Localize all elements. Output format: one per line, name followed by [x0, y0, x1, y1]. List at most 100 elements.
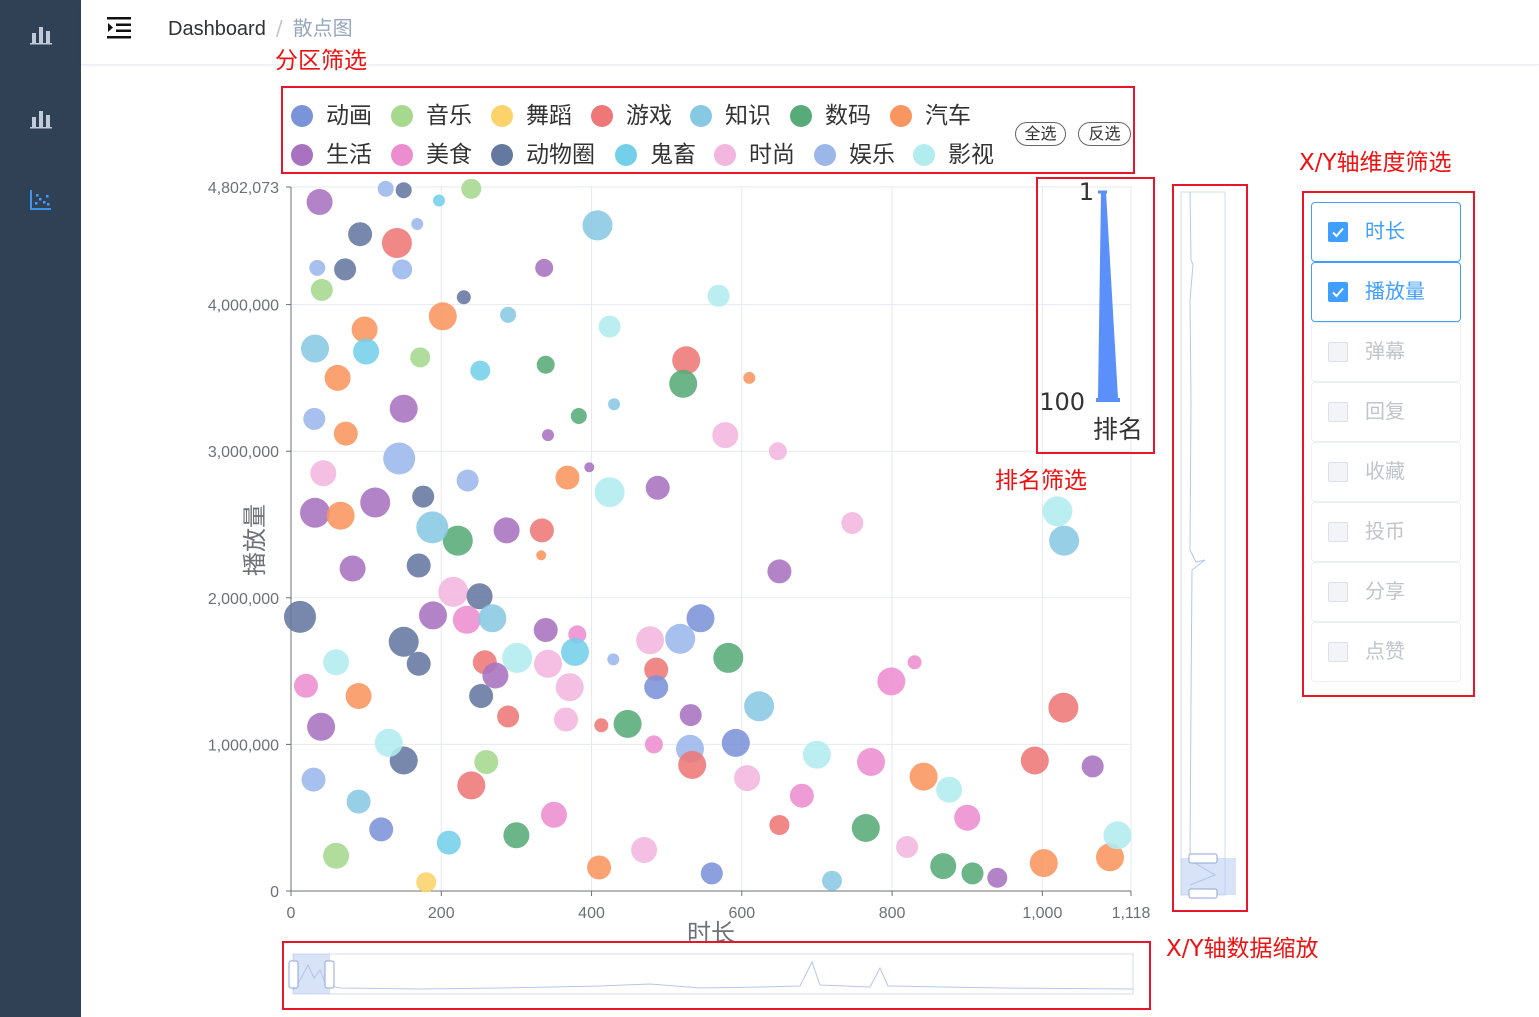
- y-tick-label: 2,000,000: [208, 591, 279, 608]
- legend-color-dot: [814, 144, 836, 166]
- highlight-box-category-filter: [281, 86, 1135, 174]
- legend-item[interactable]: 数码: [790, 103, 871, 129]
- legend-item[interactable]: 知识: [690, 103, 771, 129]
- scatter-point: [665, 623, 696, 654]
- scatter-point: [584, 462, 595, 473]
- scatter-point: [613, 709, 642, 738]
- y-tick-label: 3,000,000: [208, 444, 279, 461]
- rank-min-label: 1: [1079, 178, 1094, 206]
- scatter-point: [493, 517, 520, 544]
- dimension-checkbox-item[interactable]: 播放量: [1311, 262, 1461, 322]
- scatter-point: [410, 347, 431, 368]
- dimension-checkbox-item[interactable]: 回复: [1311, 382, 1461, 442]
- checkbox-unchecked-icon[interactable]: [1328, 342, 1348, 362]
- scatter-point: [529, 518, 554, 543]
- scatter-point: [769, 815, 790, 835]
- sidebar-item-bar-chart-2[interactable]: [28, 106, 54, 132]
- scatter-point: [436, 830, 461, 855]
- dimension-label: 分享: [1365, 579, 1405, 603]
- scatter-point: [1020, 746, 1049, 775]
- scatter-point: [700, 862, 723, 885]
- legend-color-dot: [913, 144, 935, 166]
- checkbox-unchecked-icon[interactable]: [1328, 462, 1348, 482]
- legend-color-dot: [491, 144, 513, 166]
- legend-item[interactable]: 汽车: [890, 103, 971, 129]
- scatter-point: [360, 487, 391, 518]
- scatter-point: [300, 497, 330, 528]
- legend-label: 动物圈: [526, 142, 595, 168]
- scatter-series: [284, 178, 1132, 893]
- scatter-point: [345, 683, 372, 709]
- checkbox-checked-icon[interactable]: [1328, 282, 1348, 302]
- breadcrumb-separator: /: [275, 16, 283, 40]
- dimension-checkbox-item[interactable]: 分享: [1311, 562, 1461, 622]
- checkbox-unchecked-icon[interactable]: [1328, 582, 1348, 602]
- scatter-point: [381, 228, 412, 258]
- dimension-checkbox-item[interactable]: 时长: [1311, 202, 1461, 262]
- select-all-button[interactable]: 全选: [1015, 122, 1066, 146]
- checkbox-unchecked-icon[interactable]: [1328, 522, 1348, 542]
- dimension-checkbox-item[interactable]: 点赞: [1311, 622, 1461, 682]
- scatter-point: [389, 394, 418, 423]
- legend-item[interactable]: 影视: [913, 142, 994, 168]
- sidebar-item-scatter-chart[interactable]: [28, 187, 54, 213]
- invert-selection-button[interactable]: 反选: [1078, 122, 1131, 146]
- scatter-point: [841, 512, 864, 534]
- y-zoom-slider: [1180, 191, 1236, 899]
- scatter-point: [416, 511, 449, 544]
- scatter-point: [857, 748, 885, 776]
- scatter-point: [561, 638, 589, 666]
- scatter-point: [301, 334, 329, 363]
- scatter-point: [686, 604, 715, 633]
- scatter-point: [555, 465, 580, 490]
- legend-item[interactable]: 生活: [291, 142, 372, 168]
- scatter-point: [433, 194, 445, 207]
- scatter-point: [461, 178, 482, 199]
- scatter-point: [323, 842, 350, 869]
- checkbox-checked-icon[interactable]: [1328, 222, 1348, 242]
- highlight-box-dimension-filter: [1302, 191, 1475, 697]
- scatter-point: [678, 750, 707, 779]
- scatter-point: [555, 673, 584, 702]
- scatter-point: [466, 583, 493, 610]
- y-zoom-handle-bottom: [1188, 888, 1218, 899]
- dimension-checkbox-item[interactable]: 投币: [1311, 502, 1461, 562]
- checkbox-unchecked-icon[interactable]: [1328, 402, 1348, 422]
- scatter-point: [672, 346, 701, 375]
- legend-color-dot: [591, 105, 613, 127]
- scatter-point: [310, 278, 333, 301]
- rank-range-bar: [1098, 192, 1118, 398]
- sidebar-item-bar-chart-1[interactable]: [28, 22, 54, 48]
- legend-item[interactable]: 娱乐: [814, 142, 895, 168]
- checkbox-unchecked-icon[interactable]: [1328, 642, 1348, 662]
- legend-item[interactable]: 时尚: [714, 142, 795, 168]
- dimension-checkbox-item[interactable]: 弹幕: [1311, 322, 1461, 382]
- legend-item[interactable]: 动物圈: [491, 142, 595, 168]
- scatter-point: [789, 783, 814, 808]
- legend-item[interactable]: 动画: [291, 103, 372, 129]
- annotation-zoom: X/Y轴数据缩放: [1166, 936, 1319, 962]
- legend-item[interactable]: 音乐: [391, 103, 472, 129]
- rank-handle-bottom: [1096, 398, 1120, 402]
- legend-item[interactable]: 游戏: [591, 103, 672, 129]
- y-tick-label: 4,802,073: [208, 180, 279, 197]
- x-tick-label: 1,118: [1112, 905, 1151, 922]
- scatter-point: [669, 369, 698, 398]
- dimension-checkbox-item[interactable]: 收藏: [1311, 442, 1461, 502]
- scatter-point: [743, 371, 756, 384]
- y-tick-label: 0: [270, 884, 279, 901]
- scatter-point: [1096, 843, 1124, 872]
- scatter-point: [310, 460, 337, 487]
- breadcrumb-home-link[interactable]: Dashboard: [168, 18, 266, 40]
- highlight-box-rank-filter: [1036, 177, 1155, 454]
- scatter-point: [644, 657, 669, 682]
- scatter-point: [707, 284, 730, 307]
- hamburger-menu-icon[interactable]: [107, 17, 133, 39]
- scatter-point: [594, 718, 609, 733]
- scatter-point: [369, 817, 394, 842]
- scatter-point: [1042, 496, 1073, 527]
- legend-item[interactable]: 美食: [391, 142, 472, 168]
- legend-item[interactable]: 舞蹈: [491, 103, 572, 129]
- legend-label: 数码: [825, 103, 871, 129]
- legend-item[interactable]: 鬼畜: [615, 142, 696, 168]
